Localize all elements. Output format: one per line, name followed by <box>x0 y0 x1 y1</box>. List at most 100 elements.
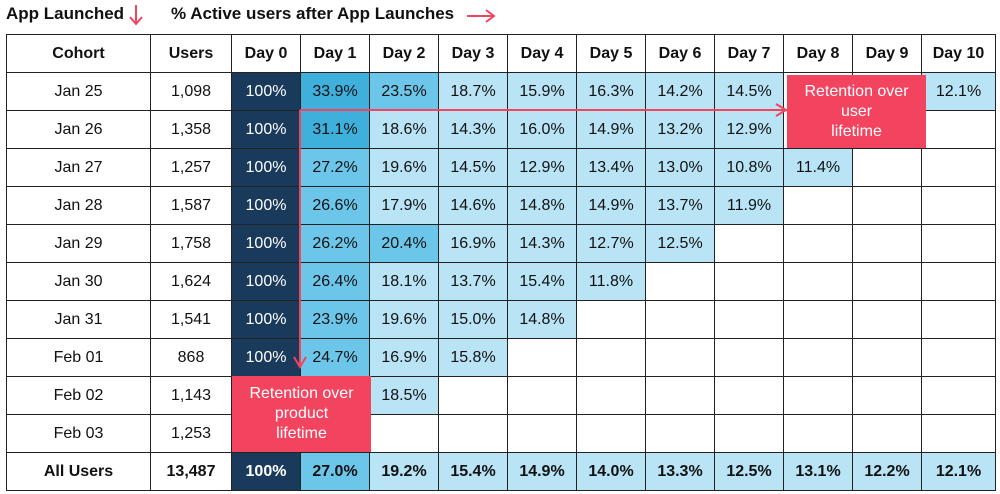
app-launched-label: App Launched <box>6 4 125 23</box>
retention-cell: 100% <box>231 148 301 187</box>
retention-cell: 14.9% <box>507 452 577 491</box>
retention-cell: 33.9% <box>300 72 370 111</box>
retention-cell: 31.1% <box>300 110 370 149</box>
retention-cell: 12.7% <box>576 224 646 263</box>
retention-cell: 16.9% <box>438 224 508 263</box>
retention-cell: 19.6% <box>369 148 439 187</box>
column-header-day-4: Day 4 <box>507 34 577 73</box>
retention-cell <box>507 414 577 453</box>
retention-cell: 20.4% <box>369 224 439 263</box>
retention-cell <box>852 186 922 225</box>
retention-cell: 15.8% <box>438 338 508 377</box>
retention-cell: 12.5% <box>714 452 784 491</box>
retention-cell: 12.1% <box>921 452 996 491</box>
retention-cell <box>576 414 646 453</box>
retention-cell: 12.9% <box>714 110 784 149</box>
retention-cell: 100% <box>231 224 301 263</box>
header-row: Cohort Users Day 0 Day 1 Day 2 Day 3 Day 4 Day … <box>6 34 996 73</box>
cohort-cell: Jan 26 <box>6 110 151 149</box>
retention-cell: 10.8% <box>714 148 784 187</box>
retention-cell: 19.2% <box>369 452 439 491</box>
users-cell: 1,541 <box>150 300 232 339</box>
column-header-day-6: Day 6 <box>645 34 715 73</box>
column-header-day-9: Day 9 <box>852 34 922 73</box>
column-header-day-7: Day 7 <box>714 34 784 73</box>
retention-cell <box>645 414 715 453</box>
retention-cell <box>714 338 784 377</box>
retention-cell: 13.7% <box>645 186 715 225</box>
retention-cell <box>921 148 996 187</box>
table-row: Feb 02 1,143 18.5% <box>6 376 996 415</box>
cohort-cell: Jan 25 <box>6 72 151 111</box>
retention-cell <box>714 414 784 453</box>
arrow-down-icon <box>129 5 143 26</box>
users-cell: 1,257 <box>150 148 232 187</box>
table-row: Jan 29 1,758 100% 26.2% 20.4% 16.9% 14.3% 12.7%… <box>6 224 996 263</box>
retention-cell <box>852 148 922 187</box>
retention-cell: 14.0% <box>576 452 646 491</box>
retention-cell: 17.9% <box>369 186 439 225</box>
retention-cell <box>714 300 784 339</box>
retention-cell <box>645 300 715 339</box>
retention-cell <box>852 224 922 263</box>
retention-cell <box>921 376 996 415</box>
cohort-cell: Jan 31 <box>6 300 151 339</box>
retention-cell: 100% <box>231 110 301 149</box>
retention-cell <box>369 414 439 453</box>
retention-cell: 16.0% <box>507 110 577 149</box>
retention-cell: 100% <box>231 452 301 491</box>
column-header-day-8: Day 8 <box>783 34 853 73</box>
users-cell: 1,587 <box>150 186 232 225</box>
retention-cell <box>645 338 715 377</box>
column-header-cohort: Cohort <box>6 34 151 73</box>
retention-cell: 12.9% <box>507 148 577 187</box>
retention-cell: 18.5% <box>369 376 439 415</box>
retention-cell <box>438 414 508 453</box>
retention-cell: 14.3% <box>507 224 577 263</box>
column-header-day-10: Day 10 <box>921 34 996 73</box>
users-cell: 1,253 <box>150 414 232 453</box>
retention-cell <box>507 338 577 377</box>
retention-cell: 14.3% <box>438 110 508 149</box>
retention-cell <box>921 110 996 149</box>
retention-cell: 15.4% <box>438 452 508 491</box>
retention-cell: 26.4% <box>300 262 370 301</box>
table-row: Jan 28 1,587 100% 26.6% 17.9% 14.6% 14.8% 14.9%… <box>6 186 996 225</box>
retention-cell: 16.9% <box>369 338 439 377</box>
retention-cell: 100% <box>231 262 301 301</box>
retention-cell <box>852 338 922 377</box>
retention-cell <box>783 414 853 453</box>
retention-cell <box>714 262 784 301</box>
cohort-cell: Feb 03 <box>6 414 151 453</box>
retention-cell: 14.6% <box>438 186 508 225</box>
users-cell: 13,487 <box>150 452 232 491</box>
retention-cell: 11.8% <box>576 262 646 301</box>
retention-cell: 14.9% <box>576 186 646 225</box>
users-cell: 1,358 <box>150 110 232 149</box>
retention-cell: 27.2% <box>300 148 370 187</box>
retention-cell: 24.7% <box>300 338 370 377</box>
cohort-cell: Jan 27 <box>6 148 151 187</box>
retention-cell: 13.3% <box>645 452 715 491</box>
column-header-day-5: Day 5 <box>576 34 646 73</box>
table-row: Feb 03 1,253 <box>6 414 996 453</box>
cohort-cell: Feb 02 <box>6 376 151 415</box>
retention-cell: 23.5% <box>369 72 439 111</box>
retention-cell: 13.7% <box>438 262 508 301</box>
retention-cell <box>438 376 508 415</box>
retention-cell: 11.9% <box>714 186 784 225</box>
column-header-day-1: Day 1 <box>300 34 370 73</box>
retention-cell: 14.2% <box>645 72 715 111</box>
retention-cell: 100% <box>231 300 301 339</box>
cohort-cell: Jan 29 <box>6 224 151 263</box>
retention-cell: 100% <box>231 72 301 111</box>
retention-cell: 27.0% <box>300 452 370 491</box>
table-row: Jan 27 1,257 100% 27.2% 19.6% 14.5% 12.9% 13.4%… <box>6 148 996 187</box>
retention-cell: 26.6% <box>300 186 370 225</box>
retention-cell: 23.9% <box>300 300 370 339</box>
retention-cell: 14.8% <box>507 300 577 339</box>
retention-cell: 13.1% <box>783 452 853 491</box>
retention-cell: 14.5% <box>438 148 508 187</box>
retention-cell <box>852 376 922 415</box>
retention-cell <box>783 300 853 339</box>
